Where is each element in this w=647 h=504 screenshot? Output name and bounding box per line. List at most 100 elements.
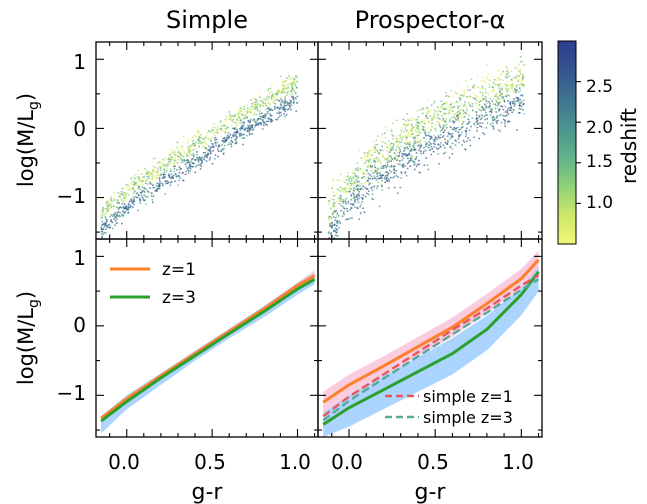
scatter-point <box>145 203 148 205</box>
scatter-point <box>134 195 137 198</box>
scatter-point <box>519 98 522 101</box>
scatter-point <box>104 216 107 219</box>
scatter-point <box>361 172 364 175</box>
scatter-point <box>216 148 219 151</box>
scatter-point <box>405 174 408 177</box>
scatter-point <box>170 152 172 155</box>
scatter-point <box>246 116 248 119</box>
scatter-point <box>358 190 360 193</box>
scatter-point <box>223 137 226 139</box>
scatter-point <box>150 195 153 197</box>
scatter-point <box>351 171 354 174</box>
scatter-point <box>452 95 454 98</box>
scatter-point <box>515 91 518 93</box>
scatter-point <box>206 131 209 134</box>
scatter-point <box>495 100 498 103</box>
scatter-point <box>413 168 416 171</box>
scatter-point <box>451 132 454 135</box>
scatter-point <box>225 122 228 125</box>
scatter-point <box>170 156 173 158</box>
scatter-point <box>499 78 501 81</box>
scatter-point <box>294 80 297 82</box>
scatter-point <box>349 176 351 179</box>
scatter-point <box>449 137 452 140</box>
scatter-point <box>507 107 509 110</box>
scatter-point <box>243 137 246 140</box>
scatter-point <box>203 142 206 145</box>
scatter-point <box>485 91 487 94</box>
scatter-point <box>436 117 439 119</box>
scatter-point <box>134 174 137 176</box>
scatter-point <box>285 114 288 116</box>
scatter-point <box>359 212 362 215</box>
scatter-point <box>103 225 106 228</box>
scatter-point <box>496 122 498 125</box>
scatter-point <box>285 80 287 82</box>
scatter-point <box>265 99 268 101</box>
scatter-point <box>486 63 488 66</box>
scatter-point <box>472 97 474 99</box>
scatter-point <box>134 192 137 195</box>
scatter-point <box>349 190 351 193</box>
scatter-point <box>404 119 407 122</box>
scatter-point <box>105 202 108 205</box>
scatter-point <box>405 129 408 132</box>
scatter-point <box>412 142 415 145</box>
xtick-right-05: 0.5 <box>417 450 449 474</box>
scatter-point <box>374 169 376 172</box>
scatter-point <box>505 65 507 68</box>
scatter-point <box>460 103 463 105</box>
scatter-point <box>477 102 479 104</box>
scatter-point <box>196 156 199 159</box>
scatter-point <box>104 208 107 210</box>
scatter-point <box>452 135 454 138</box>
scatter-point <box>502 79 505 81</box>
scatter-point <box>496 114 499 117</box>
scatter-point <box>220 129 223 132</box>
scatter-point <box>484 103 486 106</box>
scatter-point <box>168 173 170 176</box>
scatter-point <box>154 189 157 192</box>
scatter-point <box>344 181 347 184</box>
scatter-point <box>413 118 416 120</box>
scatter-point <box>491 109 493 111</box>
scatter-point <box>121 198 123 201</box>
scatter-point <box>406 140 408 143</box>
scatter-point <box>159 167 162 170</box>
scatter-point <box>161 176 164 179</box>
scatter-point <box>175 175 178 178</box>
scatter-point <box>204 151 207 154</box>
scatter-point <box>434 127 437 130</box>
scatter-point <box>492 90 495 93</box>
scatter-point <box>165 167 168 169</box>
scatter-point <box>496 98 498 100</box>
ytick-top-m1: −1 <box>57 184 86 208</box>
scatter-point <box>169 181 172 184</box>
scatter-point <box>382 149 385 152</box>
scatter-point <box>474 124 476 126</box>
scatter-point <box>364 155 367 158</box>
scatter-point <box>469 95 472 98</box>
scatter-point <box>262 124 265 127</box>
scatter-point <box>121 222 123 225</box>
scatter-point <box>459 99 461 102</box>
scatter-point <box>132 191 135 194</box>
scatter-point <box>200 159 203 162</box>
scatter-point <box>444 138 446 141</box>
scatter-point <box>290 104 293 107</box>
scatter-point <box>137 169 139 172</box>
scatter-point <box>352 176 355 179</box>
scatter-point <box>340 204 343 207</box>
scatter-point <box>328 217 330 220</box>
scatter-point <box>212 150 215 152</box>
scatter-point <box>284 83 286 86</box>
scatter-point <box>266 105 269 108</box>
scatter-point <box>102 240 104 242</box>
scatter-point <box>430 127 433 129</box>
scatter-point <box>235 113 237 116</box>
scatter-point <box>511 89 514 92</box>
scatter-point <box>395 149 397 152</box>
scatter-point <box>239 129 242 132</box>
scatter-point <box>497 97 500 100</box>
scatter-point <box>193 143 196 145</box>
